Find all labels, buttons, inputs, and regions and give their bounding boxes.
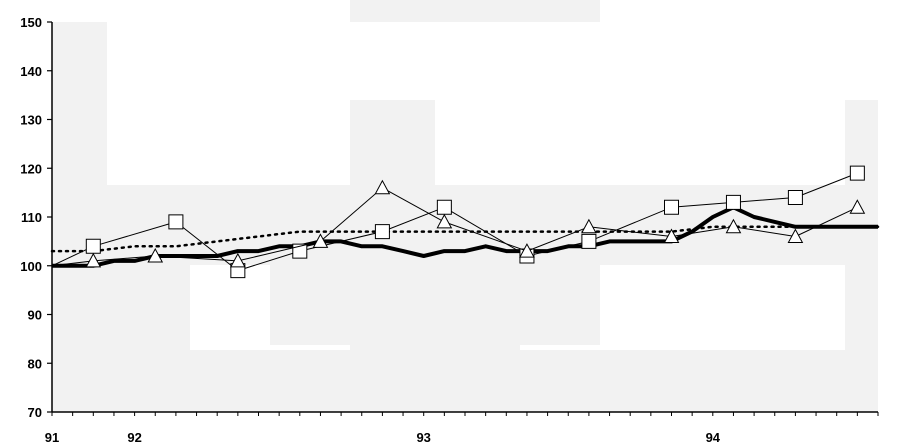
- square-marker: [849, 165, 865, 181]
- background-shade-block: [52, 350, 878, 412]
- triangle-marker: [85, 252, 102, 268]
- square-marker: [374, 224, 390, 240]
- x-tick-label: 93: [416, 430, 430, 445]
- square-marker: [787, 190, 803, 205]
- square-marker: [664, 199, 679, 215]
- y-tick-label: 90: [28, 308, 42, 323]
- background-shade-block: [520, 185, 600, 345]
- y-tick-label: 100: [20, 259, 42, 274]
- triangle-marker: [581, 218, 597, 234]
- triangle-marker: [147, 247, 164, 263]
- chart-tick-labels: 70 80 90 100 110 120 130 140 150 91 92 93 94: [20, 15, 720, 445]
- triangle-marker: [436, 213, 453, 229]
- x-tick-label: 91: [45, 430, 59, 445]
- chart-series: [50, 165, 880, 279]
- y-tick-label: 140: [20, 64, 42, 79]
- triangle-marker: [849, 199, 866, 214]
- triangle-marker: [787, 228, 804, 243]
- square-marker: [292, 243, 308, 259]
- square-marker: [581, 233, 597, 249]
- triangle-marker: [374, 179, 391, 195]
- triangle-marker: [725, 218, 742, 234]
- y-tick-label: 120: [20, 161, 42, 176]
- background-shade-block: [270, 185, 350, 345]
- y-tick-label: 130: [20, 113, 42, 128]
- y-tick-label: 150: [20, 15, 42, 30]
- y-tick-label: 80: [28, 356, 42, 371]
- chart-axes: [47, 21, 879, 416]
- square-marker: [168, 214, 184, 230]
- x-tick-label: 92: [127, 430, 141, 445]
- triangle-marker: [663, 228, 680, 243]
- triangle-marker: [230, 252, 246, 268]
- background-shade-block: [52, 22, 107, 412]
- y-tick-label: 110: [21, 210, 42, 225]
- chart-background: [52, 0, 878, 412]
- triangle-marker: [519, 243, 535, 258]
- series-line-1: [52, 205, 878, 268]
- square-marker: [725, 194, 741, 210]
- x-tick-label: 94: [706, 430, 721, 445]
- background-shade-block: [350, 0, 600, 22]
- square-marker: [436, 199, 452, 215]
- triangle-marker: [312, 233, 329, 248]
- square-marker: [85, 238, 101, 254]
- y-tick-label: 70: [28, 405, 42, 420]
- series-line-2: [50, 225, 880, 253]
